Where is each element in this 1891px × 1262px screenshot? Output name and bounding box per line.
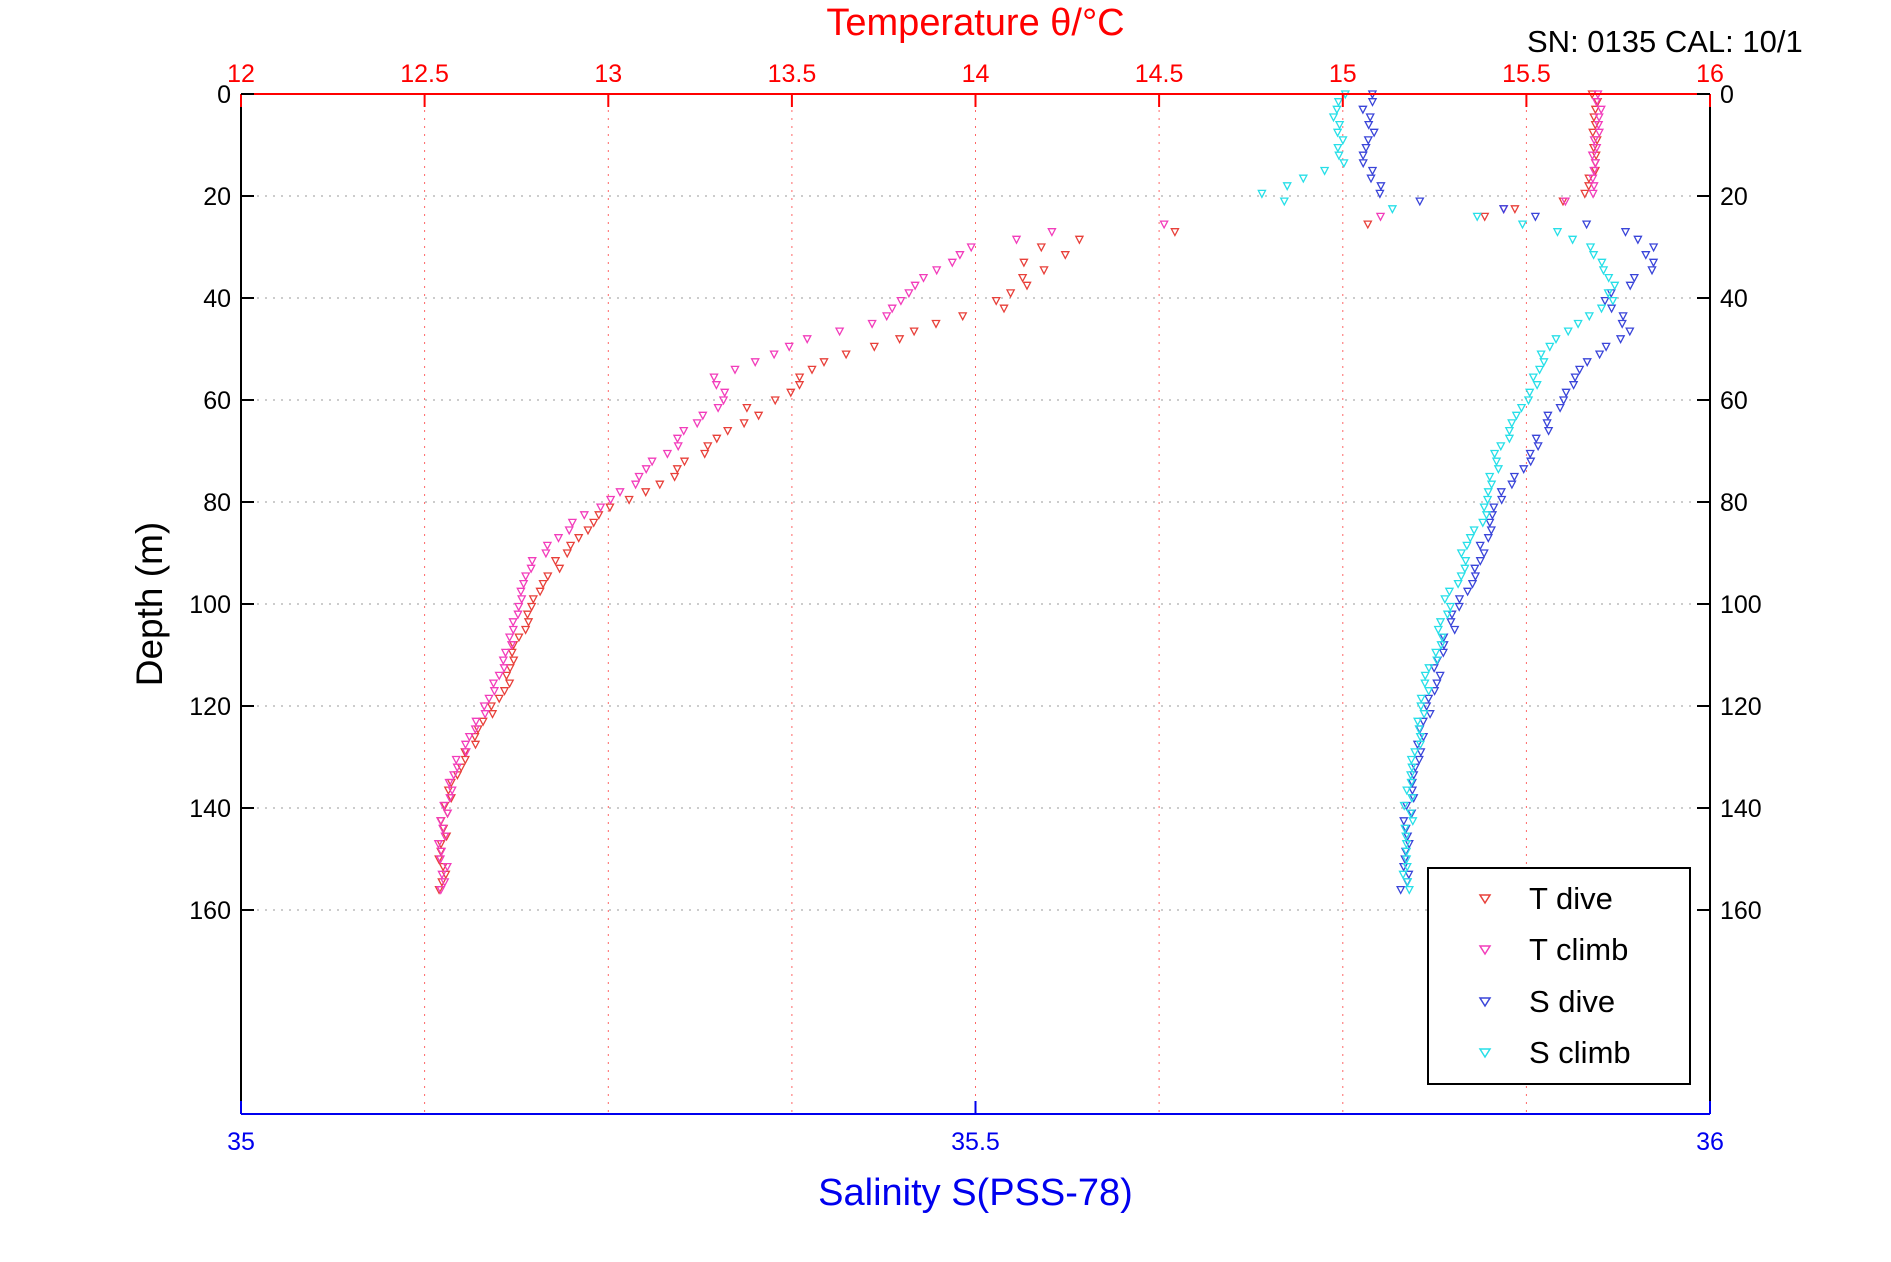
depth-tick-label-right: 80 [1720, 489, 1748, 517]
series-s-dive [1358, 90, 1659, 895]
depth-tick-label-left: 40 [203, 285, 231, 313]
depth-tick-label-left: 120 [189, 693, 231, 721]
legend-label-t-dive: T dive [1529, 880, 1613, 916]
legend-item-s-dive: S dive [1429, 978, 1689, 1026]
depth-tick-label-left: 0 [217, 81, 231, 109]
depth-tick-label-right: 160 [1720, 897, 1762, 925]
depth-tick-label-right: 40 [1720, 285, 1748, 313]
legend-label-s-climb: S climb [1529, 1035, 1631, 1071]
legend-marker-t-climb [1478, 945, 1492, 956]
legend-label-t-climb: T climb [1529, 932, 1629, 968]
salinity-tick-label: 35.5 [951, 1128, 1000, 1156]
chart-title: Temperature θ/°C [826, 2, 1125, 44]
temperature-tick-label: 12.5 [400, 60, 449, 88]
temperature-tick-label: 15.5 [1502, 60, 1551, 88]
depth-tick-label-left: 60 [203, 387, 231, 415]
temperature-tick-label: 13 [594, 60, 622, 88]
series-t-dive [434, 90, 1603, 895]
temperature-tick-label: 12 [227, 60, 255, 88]
instrument-serial-annotation: SN: 0135 CAL: 10/1 [1527, 24, 1803, 59]
legend-item-s-climb: S climb [1429, 1029, 1689, 1077]
series-t-climb [433, 90, 1606, 895]
depth-tick-label-right: 140 [1720, 795, 1762, 823]
depth-tick-label-left: 20 [203, 183, 231, 211]
salinity-axis-label: Salinity S(PSS-78) [818, 1172, 1133, 1214]
depth-tick-label-right: 0 [1720, 81, 1734, 109]
legend-marker-s-dive [1478, 997, 1492, 1008]
depth-tick-label-right: 20 [1720, 183, 1748, 211]
legend-marker-s-climb [1478, 1048, 1492, 1059]
temperature-tick-label: 16 [1696, 60, 1724, 88]
depth-tick-label-right: 120 [1720, 693, 1762, 721]
legend-item-t-dive: T dive [1429, 875, 1689, 923]
depth-tick-label-right: 60 [1720, 387, 1748, 415]
salinity-tick-label: 35 [227, 1128, 255, 1156]
depth-tick-label-left: 160 [189, 897, 231, 925]
legend-label-s-dive: S dive [1529, 983, 1616, 1019]
depth-tick-label-left: 100 [189, 591, 231, 619]
legend-marker-t-dive [1478, 894, 1492, 905]
depth-axis-label: Depth (m) [129, 521, 170, 687]
depth-tick-label-left: 140 [189, 795, 231, 823]
legend: T dive T climb S dive S climb [1427, 867, 1691, 1085]
salinity-tick-label: 36 [1696, 1128, 1724, 1156]
temperature-tick-label: 14 [962, 60, 990, 88]
legend-item-t-climb: T climb [1429, 926, 1689, 974]
series-s-climb [1257, 90, 1620, 895]
temperature-tick-label: 13.5 [768, 60, 817, 88]
temperature-tick-label: 15 [1329, 60, 1357, 88]
depth-tick-label-left: 80 [203, 489, 231, 517]
depth-tick-label-right: 100 [1720, 591, 1762, 619]
temperature-tick-label: 14.5 [1135, 60, 1184, 88]
